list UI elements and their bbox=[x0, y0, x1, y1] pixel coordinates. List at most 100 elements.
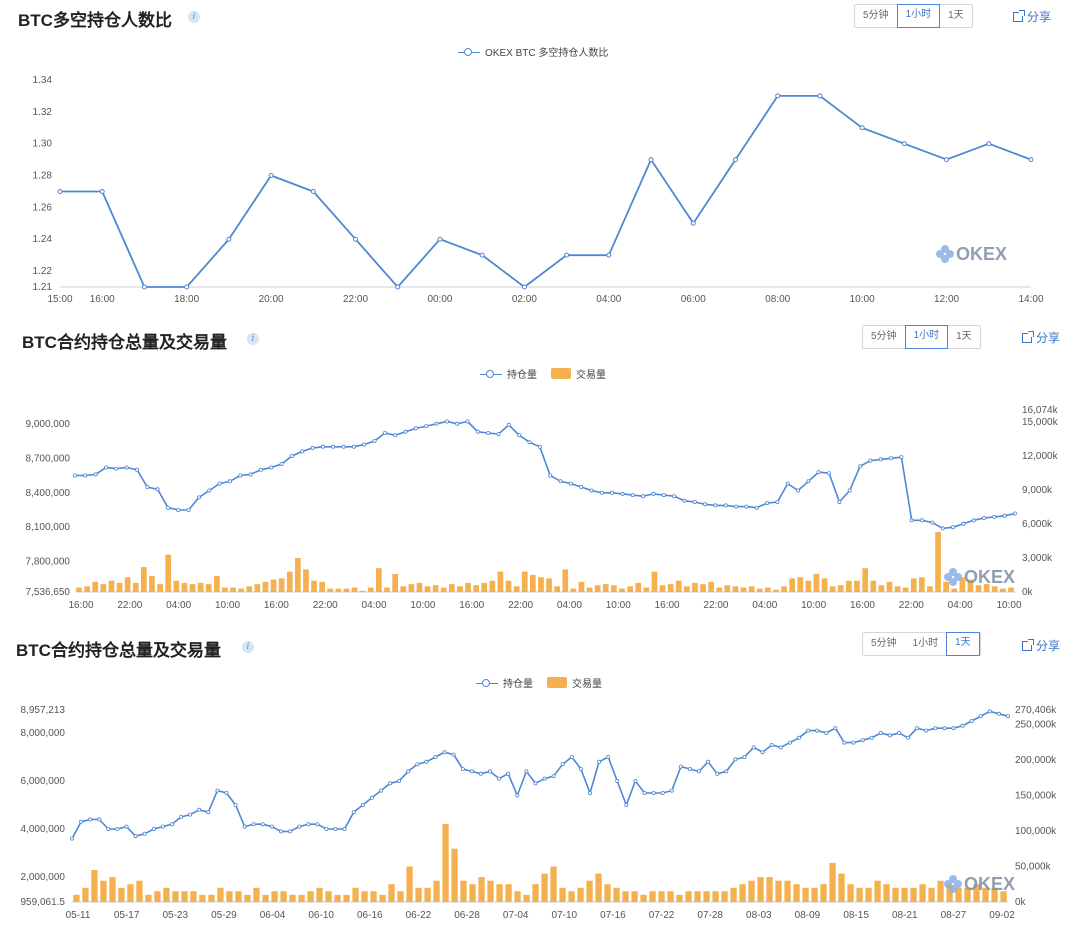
open-interest-point bbox=[238, 473, 243, 478]
ratio-point bbox=[141, 284, 147, 290]
open-interest-point bbox=[413, 426, 418, 431]
volume-bar bbox=[635, 582, 642, 592]
volume-bar bbox=[173, 580, 180, 592]
volume-bar bbox=[964, 887, 971, 902]
y-right-tick-label: 150,000k bbox=[1015, 790, 1057, 801]
volume-bar bbox=[878, 585, 885, 592]
tab-5min[interactable]: 5分钟 bbox=[871, 331, 897, 342]
share-button[interactable]: 分享 bbox=[1022, 329, 1060, 346]
open-interest-point bbox=[815, 728, 820, 733]
open-interest-point bbox=[360, 802, 365, 807]
y-tick-label: 1.28 bbox=[33, 171, 53, 182]
info-icon[interactable]: i bbox=[242, 641, 254, 653]
volume-bar bbox=[487, 880, 494, 902]
chart-legend[interactable]: 持仓量 交易量 bbox=[480, 366, 606, 381]
tab-1day[interactable]: 1天 bbox=[956, 331, 972, 342]
x-tick-label: 04:00 bbox=[166, 600, 191, 611]
open-interest-point bbox=[606, 755, 611, 760]
open-interest-point bbox=[672, 494, 677, 499]
volume-bar bbox=[238, 588, 244, 592]
volume-bar bbox=[457, 586, 463, 592]
open-interest-point bbox=[155, 487, 160, 492]
tab-1hour[interactable]: 1小时 bbox=[896, 4, 941, 28]
x-tick-label: 04:00 bbox=[557, 600, 582, 611]
open-interest-point bbox=[775, 499, 780, 504]
tab-1hour[interactable]: 1小时 bbox=[912, 638, 939, 649]
volume-bar bbox=[190, 891, 197, 902]
volume-bar bbox=[797, 577, 804, 592]
volume-bar bbox=[766, 877, 773, 902]
chart-legend[interactable]: 持仓量 交易量 bbox=[476, 675, 602, 690]
volume-bar bbox=[613, 887, 620, 902]
volume-bar bbox=[622, 891, 629, 902]
open-interest-point bbox=[224, 790, 229, 795]
open-interest-point bbox=[227, 479, 232, 484]
volume-bar bbox=[76, 587, 82, 592]
ratio-point bbox=[690, 220, 696, 226]
open-interest-point bbox=[233, 802, 238, 807]
volume-bar bbox=[513, 586, 520, 592]
ratio-point bbox=[521, 284, 527, 290]
legend-label-volume: 交易量 bbox=[572, 679, 602, 690]
volume-bar bbox=[416, 582, 423, 592]
share-button[interactable]: 分享 bbox=[1022, 637, 1060, 654]
volume-bar bbox=[397, 891, 404, 902]
open-interest-point bbox=[787, 740, 792, 745]
open-interest-point bbox=[114, 466, 119, 471]
open-interest-point bbox=[497, 776, 502, 781]
volume-bar bbox=[649, 891, 656, 902]
open-interest-point bbox=[242, 824, 247, 829]
volume-bar bbox=[1008, 587, 1014, 592]
volume-bar bbox=[847, 884, 854, 902]
open-interest-point bbox=[527, 440, 532, 445]
volume-bar bbox=[303, 569, 309, 592]
volume-bar bbox=[165, 554, 172, 592]
open-interest-point bbox=[742, 755, 747, 760]
open-interest-point bbox=[533, 781, 538, 786]
volume-bar bbox=[928, 887, 935, 902]
tab-5min[interactable]: 5分钟 bbox=[871, 638, 897, 649]
open-interest-point bbox=[506, 771, 511, 776]
volume-bar bbox=[910, 887, 917, 902]
volume-bar bbox=[902, 587, 909, 592]
chart-legend[interactable]: OKEX BTC 多空持仓人数比 bbox=[458, 44, 608, 59]
y-left-tick-label: 8,400,000 bbox=[26, 488, 71, 499]
share-button[interactable]: 分享 bbox=[1013, 8, 1051, 25]
volume-bar bbox=[136, 880, 143, 902]
open-interest-point bbox=[706, 759, 711, 764]
open-interest-point bbox=[251, 822, 256, 827]
volume-bar bbox=[775, 880, 782, 902]
info-icon[interactable]: i bbox=[247, 333, 259, 345]
open-interest-point bbox=[362, 442, 367, 447]
open-interest-point bbox=[434, 421, 439, 426]
open-interest-point bbox=[558, 479, 563, 484]
open-interest-point bbox=[992, 514, 997, 519]
open-interest-point bbox=[723, 503, 728, 508]
ratio-point bbox=[57, 188, 63, 194]
open-interest-point bbox=[97, 817, 102, 822]
x-tick-label: 07-04 bbox=[503, 910, 529, 921]
tab-5min[interactable]: 5分钟 bbox=[863, 10, 889, 21]
legend-label-oi: 持仓量 bbox=[507, 370, 537, 381]
open-interest-point bbox=[868, 458, 873, 463]
open-interest-line bbox=[71, 710, 1009, 839]
tab-1day[interactable]: 1天 bbox=[948, 10, 964, 21]
volume-bar bbox=[521, 571, 528, 592]
volume-bar bbox=[334, 894, 341, 902]
x-tick-label: 10:00 bbox=[606, 600, 631, 611]
volume-bar bbox=[514, 891, 521, 902]
open-interest-point bbox=[506, 422, 511, 427]
tab-1day[interactable]: 1天 bbox=[946, 632, 980, 656]
open-interest-point bbox=[269, 824, 274, 829]
volume-bar bbox=[685, 891, 692, 902]
open-interest-point bbox=[70, 836, 75, 841]
x-tick-label: 06-16 bbox=[357, 910, 383, 921]
y-right-tick-label: 6,000k bbox=[1022, 519, 1053, 530]
interval-selector: 5分钟 1小时 1天 bbox=[854, 4, 973, 28]
info-icon[interactable]: i bbox=[188, 11, 200, 23]
x-tick-label: 08-03 bbox=[746, 910, 772, 921]
x-tick-label: 06-22 bbox=[406, 910, 432, 921]
ratio-point bbox=[901, 141, 907, 147]
tab-1hour[interactable]: 1小时 bbox=[904, 325, 949, 349]
volume-bar bbox=[400, 586, 407, 592]
